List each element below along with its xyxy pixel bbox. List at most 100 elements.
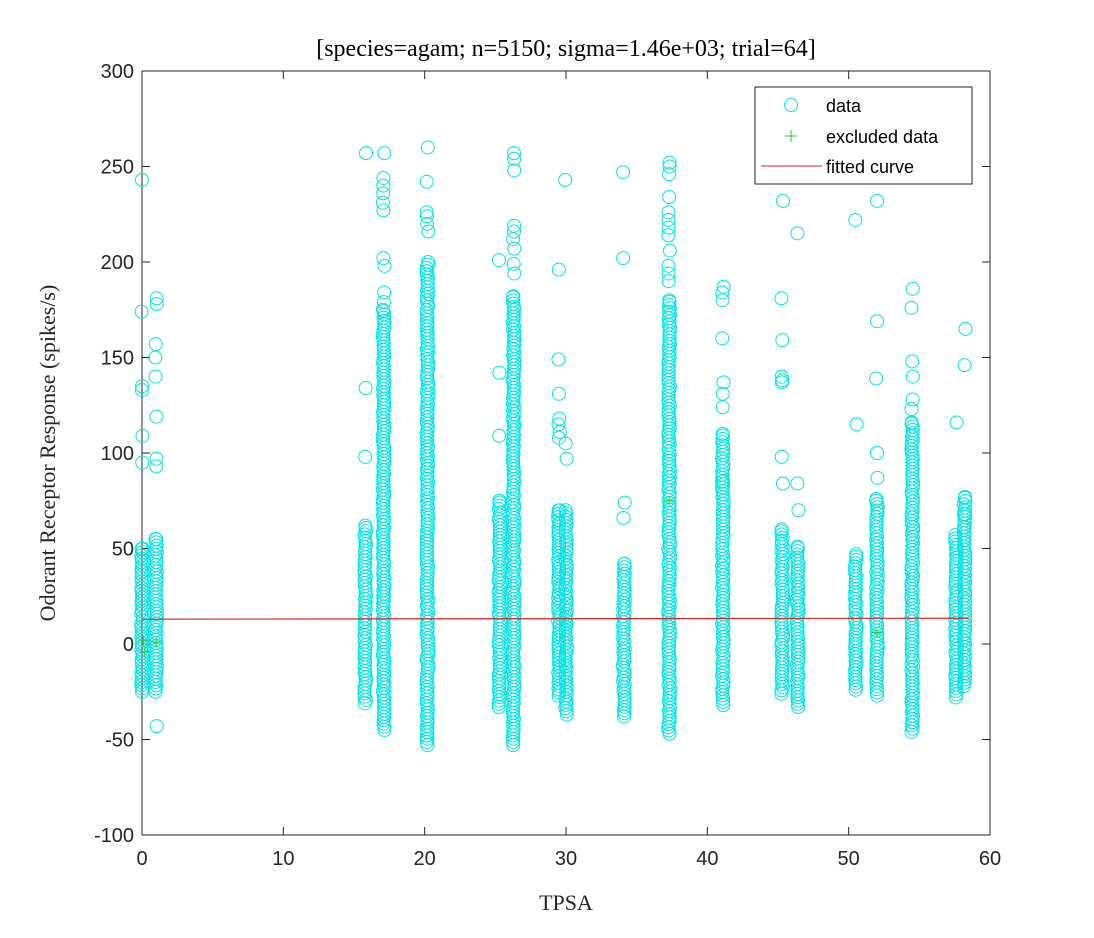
data-point	[870, 470, 885, 485]
axis-tick-labels: 0 10 20 30 40 50 60 -100 -50 0 50 100 150 200 250 300	[94, 61, 1001, 870]
data-point	[377, 146, 392, 161]
data-point	[507, 151, 522, 166]
data-point	[148, 369, 163, 384]
data-point	[507, 266, 522, 281]
data-point	[134, 304, 149, 319]
data-point	[506, 293, 521, 308]
data-point	[790, 476, 805, 491]
data-point	[492, 428, 507, 443]
data-point	[376, 178, 391, 193]
data-point	[905, 426, 920, 441]
data-point	[905, 422, 920, 437]
data-point	[558, 172, 573, 187]
y-tick-label: 100	[101, 443, 134, 465]
data-point	[715, 474, 730, 489]
data-point	[662, 293, 677, 308]
data-point	[551, 386, 566, 401]
y-tick-label: 300	[101, 61, 134, 83]
data-point	[491, 253, 506, 268]
data-point	[149, 409, 164, 424]
y-tick-label: -50	[105, 730, 134, 752]
data-point	[661, 212, 676, 227]
data-point	[616, 165, 631, 180]
data-point	[358, 449, 373, 464]
data-point	[507, 163, 522, 178]
data-point	[774, 522, 789, 537]
data-point	[661, 266, 676, 281]
data-point	[507, 224, 522, 239]
data-point	[905, 354, 920, 369]
data-point	[715, 426, 730, 441]
data-point	[905, 392, 920, 407]
excluded-data-series	[138, 495, 882, 657]
data-point	[904, 402, 919, 417]
data-point	[715, 331, 730, 346]
data-point	[134, 172, 149, 187]
data-point	[775, 333, 790, 348]
legend-data-marker	[784, 98, 798, 112]
data-point	[775, 193, 790, 208]
data-point	[715, 400, 730, 415]
data-point	[558, 436, 573, 451]
data-point	[958, 500, 973, 515]
data-point	[419, 264, 434, 279]
data-point	[715, 480, 730, 495]
data-point	[419, 205, 434, 220]
data-point	[134, 382, 149, 397]
x-tick-label: 60	[979, 848, 1001, 870]
data-point	[551, 352, 566, 367]
x-tick-label: 40	[696, 848, 718, 870]
data-point	[506, 289, 521, 304]
data-point	[715, 435, 730, 450]
data-point	[375, 195, 390, 210]
data-point	[376, 295, 391, 310]
data-point	[376, 186, 391, 201]
data-point	[661, 228, 676, 243]
data-point	[870, 193, 885, 208]
data-point	[774, 291, 789, 306]
y-axis-label: Odorant Receptor Response (spikes/s)	[35, 285, 60, 622]
data-point	[790, 544, 805, 559]
data-point	[849, 417, 864, 432]
x-tick-label: 30	[555, 848, 577, 870]
data-point	[376, 203, 391, 218]
data-point	[506, 256, 521, 271]
data-point	[958, 321, 973, 336]
data-point	[662, 155, 677, 170]
data-point	[149, 451, 164, 466]
data-point	[358, 518, 373, 533]
data-point	[662, 159, 677, 174]
data-point	[552, 424, 567, 439]
data-point	[661, 220, 676, 235]
data-point	[135, 428, 150, 443]
x-tick-label: 0	[136, 848, 147, 870]
data-point	[149, 291, 164, 306]
data-point	[661, 205, 676, 220]
data-series	[134, 140, 973, 753]
legend-excluded-marker	[785, 130, 797, 142]
data-point	[869, 371, 884, 386]
plot-area	[141, 70, 991, 836]
data-point	[956, 497, 971, 512]
data-point	[662, 190, 677, 205]
legend-data-label: data	[826, 96, 862, 116]
data-point	[715, 293, 730, 308]
data-point	[148, 531, 163, 546]
data-point	[358, 381, 373, 396]
data-point	[869, 491, 884, 506]
excluded-point	[871, 627, 882, 638]
data-point	[358, 146, 373, 161]
data-point	[774, 449, 789, 464]
data-point	[376, 170, 391, 185]
data-point	[661, 258, 676, 273]
x-tick-label: 50	[838, 848, 860, 870]
data-point	[149, 297, 164, 312]
data-point	[420, 216, 435, 231]
data-point	[616, 251, 631, 266]
data-point	[558, 503, 573, 518]
data-point	[870, 314, 885, 329]
excluded-point	[664, 495, 675, 506]
data-point	[149, 459, 164, 474]
y-tick-label: 50	[112, 539, 134, 561]
data-point	[790, 539, 805, 554]
